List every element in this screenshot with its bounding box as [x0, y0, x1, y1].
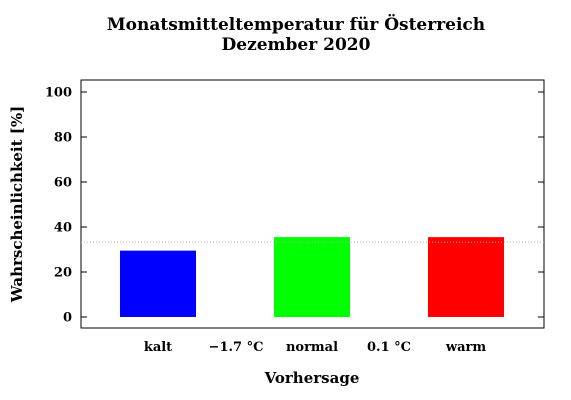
x-tick-label-normal: normal	[286, 340, 338, 355]
bar-normal	[274, 237, 350, 317]
threshold-label: −1.7 °C	[209, 340, 264, 355]
y-tick-label: 80	[54, 131, 72, 146]
x-axis: kalt normal warm −1.7 °C 0.1 °C	[144, 340, 487, 355]
y-tick-label: 60	[54, 176, 72, 191]
y-tick-label: 100	[45, 86, 72, 101]
bar-warm	[428, 237, 504, 317]
bar-kalt	[120, 250, 196, 317]
y-tick-label: 20	[54, 266, 72, 281]
y-tick-label: 0	[63, 311, 72, 326]
x-tick-label-warm: warm	[445, 340, 486, 355]
x-tick-label-kalt: kalt	[144, 340, 172, 355]
y-tick-label: 40	[54, 221, 72, 236]
threshold-label: 0.1 °C	[367, 340, 411, 355]
chart-title-line-2: Dezember 2020	[222, 35, 371, 55]
y-axis: 0 20 40 60 80 100	[45, 86, 544, 326]
bars	[120, 237, 504, 317]
plot-area-frame	[80, 79, 545, 329]
chart-title-line-1: Monatsmitteltemperatur für Österreich	[107, 14, 485, 35]
x-axis-label: Vorhersage	[264, 369, 360, 387]
y-axis-label: Wahrscheinlichkeit [%]	[8, 106, 26, 303]
